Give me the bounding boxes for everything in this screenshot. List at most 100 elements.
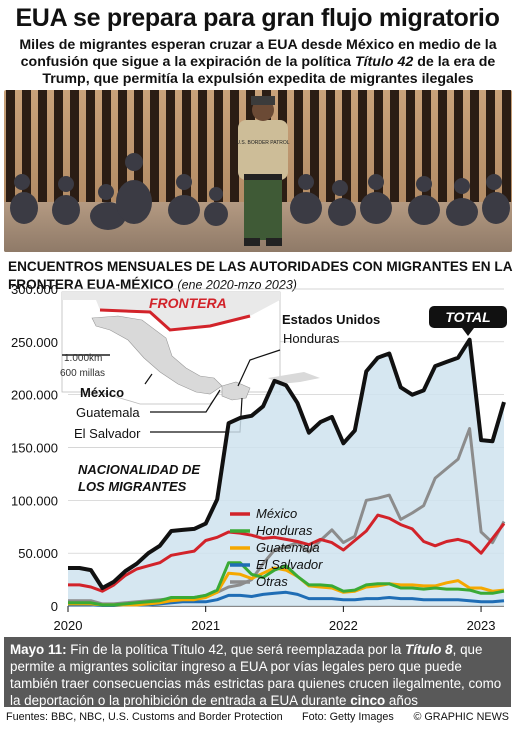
leader-honduras — [237, 349, 281, 387]
fence-bar — [182, 90, 191, 210]
legend-label-guatemala: Guatemala — [256, 540, 320, 555]
y-tick-label: 50.000 — [18, 546, 58, 561]
chart-title: ENCUENTROS MENSUALES DE LAS AUTORIDADES … — [8, 258, 513, 294]
legend-label-honduras: Honduras — [256, 523, 313, 538]
fence-bar — [310, 90, 319, 210]
fence-bar — [150, 90, 159, 210]
note-text-1: Fin de la política Título 42, que será r… — [66, 642, 406, 657]
map-scale-bar — [62, 354, 110, 356]
fence-bar — [38, 90, 47, 210]
legend-label-elsalvador: El Salvador — [256, 557, 323, 572]
fence-bar — [102, 90, 111, 210]
map-scale-km: 1.000km — [64, 353, 102, 364]
note-title8: Título 8 — [405, 642, 453, 657]
map-label-elsalvador: El Salvador — [74, 426, 141, 441]
y-tick-label: 250.000 — [11, 335, 58, 350]
map-inset — [61, 291, 320, 405]
patch-text: U.S. BORDER PATROL — [236, 140, 289, 146]
x-axis-ticks: 2020 2021 2022 2023 — [54, 605, 504, 633]
total-badge-pointer — [462, 328, 474, 336]
fence-bar — [326, 90, 335, 210]
border-photo: U.S. BORDER PATROL — [4, 90, 512, 252]
fence-bar — [454, 90, 463, 210]
chart-date-range: (ene 2020-mzo 2023) — [177, 278, 297, 292]
y-tick-label: 0 — [51, 599, 58, 614]
fence-bar — [406, 90, 415, 210]
map-label-guatemala: Guatemala — [76, 405, 140, 420]
photo-illustration: U.S. BORDER PATROL — [4, 90, 512, 252]
fence-bar — [118, 90, 127, 210]
fence-bar — [198, 90, 207, 210]
footer: Fuentes: BBC, NBC, U.S. Customs and Bord… — [6, 711, 511, 724]
fence-bar — [166, 90, 175, 210]
map-scale-mi: 600 millas — [60, 368, 105, 379]
x-tick-label: 2023 — [467, 618, 496, 633]
fence-bar — [86, 90, 95, 210]
fence-bar — [470, 90, 479, 210]
fence-bar — [502, 90, 511, 210]
note-text-3: años — [385, 693, 418, 708]
total-badge: TOTAL — [429, 306, 507, 336]
fence-bar — [294, 90, 303, 210]
map-mexico-land — [91, 315, 223, 395]
map-label-mexico: México — [80, 385, 124, 400]
legend-title-line2: LOS MIGRANTES — [78, 479, 187, 494]
leader-mexico — [144, 373, 153, 385]
footer-photo-credit: Foto: Getty Images — [302, 711, 394, 723]
map-label-usa: Estados Unidos — [282, 312, 380, 327]
total-badge-label: TOTAL — [445, 309, 490, 325]
subtitle-text: Miles de migrantes esperan cruzar a EUA … — [19, 37, 497, 87]
fence-bar — [390, 90, 399, 210]
note-date: Mayo 11: — [10, 642, 67, 657]
chart-heading-text: ENCUENTROS MENSUALES DE LAS AUTORIDADES … — [8, 259, 513, 292]
x-tick-label: 2022 — [329, 618, 358, 633]
fence-bar — [358, 90, 367, 210]
legend-label-mexico: México — [256, 506, 297, 521]
map-usa-land — [62, 292, 280, 330]
page-subtitle: Miles de migrantes esperan cruzar a EUA … — [8, 37, 508, 88]
leader-guatemala — [150, 389, 221, 413]
fence-bar — [54, 90, 63, 210]
y-axis-ticks: 0 50.000 100.000 150.000 200.000 250.000 300.0… — [11, 282, 58, 614]
y-tick-label: 300.000 — [11, 282, 58, 297]
x-tick-label: 2021 — [191, 618, 220, 633]
map-label-honduras: Honduras — [283, 331, 340, 346]
series-lines — [68, 337, 506, 607]
policy-note: Mayo 11: Fin de la política Título 42, q… — [4, 637, 511, 708]
map-label-frontera: FRONTERA — [149, 295, 227, 311]
series-line-mexico — [68, 513, 506, 593]
fence-bar — [134, 90, 143, 210]
footer-sources: Fuentes: BBC, NBC, U.S. Customs and Bord… — [6, 711, 283, 723]
fence-bar — [70, 90, 79, 210]
migrant-encounters-chart: 0 50.000 100.000 150.000 200.000 250.000 300.0… — [11, 282, 507, 633]
note-text-2: , que permite a migrantes solicitar ingr… — [10, 642, 502, 708]
series-line-honduras — [68, 561, 505, 607]
series-line-guatemala — [68, 566, 505, 607]
map-cuba — [268, 372, 320, 384]
fence-bar — [342, 90, 351, 210]
page-title: EUA se prepara para gran flujo migratori… — [15, 4, 500, 32]
y-tick-label: 100.000 — [11, 493, 58, 508]
fence-bar — [22, 90, 31, 210]
y-tick-label: 200.000 — [11, 388, 58, 403]
fence-bar — [486, 90, 495, 210]
fence-bar — [214, 90, 223, 210]
map-central-america — [221, 381, 251, 401]
legend-label-otras: Otras — [256, 574, 288, 589]
fence-bar — [6, 90, 15, 210]
legend-title-line1: NACIONALIDAD DE — [78, 462, 200, 477]
map-border-line — [99, 308, 251, 332]
footer-brand: © GRAPHIC NEWS — [413, 711, 509, 723]
legend: México Honduras Guatemala El Salvador Otras — [230, 506, 323, 589]
fence-bar — [374, 90, 383, 210]
fence-bar — [422, 90, 431, 210]
fence-bar — [438, 90, 447, 210]
note-cinco: cinco — [350, 693, 386, 708]
fence-bar — [230, 90, 239, 210]
y-tick-label: 150.000 — [11, 441, 58, 456]
total-badge-box — [429, 306, 507, 328]
x-tick-label: 2020 — [54, 618, 83, 633]
total-area — [68, 339, 504, 606]
series-line-total — [68, 337, 506, 590]
